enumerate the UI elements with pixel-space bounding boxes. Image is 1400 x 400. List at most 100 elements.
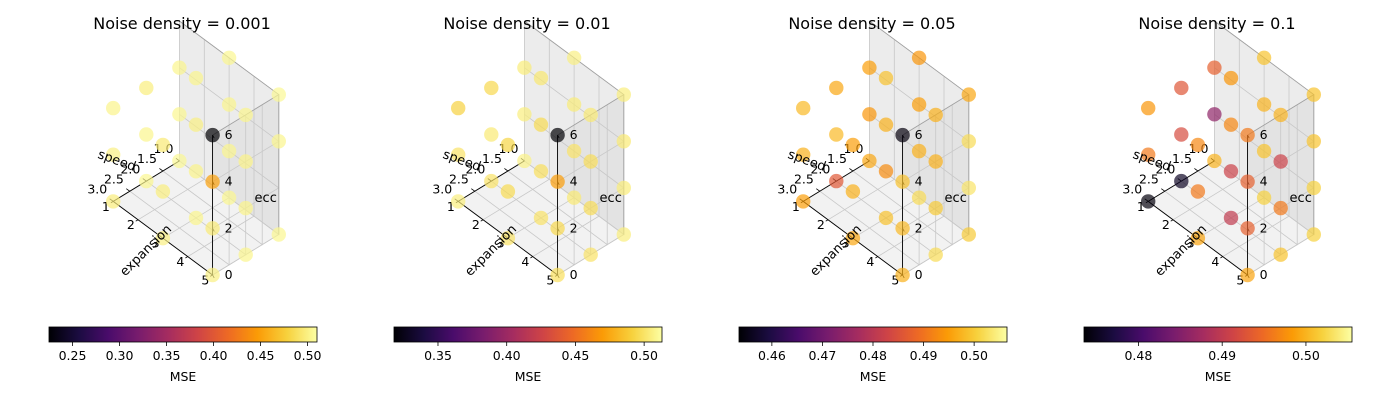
data-point xyxy=(829,173,844,189)
data-point xyxy=(451,194,466,209)
colorbar-tick-label: 0.50 xyxy=(294,348,322,363)
x-tick-label: 3.0 xyxy=(87,182,107,197)
data-point xyxy=(796,147,811,162)
y-tick-label: 4 xyxy=(1211,254,1219,269)
z-axis-label: ecc xyxy=(600,191,622,206)
y-tick xyxy=(1220,256,1223,259)
data-point xyxy=(550,221,565,236)
data-point xyxy=(928,247,943,262)
y-tick-label: 1 xyxy=(102,199,110,214)
x-tick-label: 3.0 xyxy=(1122,182,1142,197)
colorbar-tick-label: 0.40 xyxy=(493,348,521,363)
data-point xyxy=(1306,87,1322,102)
colorbar-tick-label: 0.50 xyxy=(630,348,658,363)
colorbar-tick-label: 0.35 xyxy=(153,348,181,363)
data-point xyxy=(928,107,943,123)
data-point xyxy=(533,210,549,226)
data-point xyxy=(1174,127,1189,142)
data-point xyxy=(1207,107,1222,122)
colorbar-gradient xyxy=(393,326,663,343)
data-point xyxy=(911,143,927,159)
z-tick-label: 6 xyxy=(570,127,578,142)
colorbar: 0.48 0.49 0.50 xyxy=(1083,326,1353,363)
data-points xyxy=(451,50,631,283)
data-point xyxy=(172,153,187,169)
colorbar: 0.25 0.30 0.35 0.40 0.45 0.50 xyxy=(48,326,322,363)
data-point xyxy=(1273,200,1288,216)
data-point xyxy=(1306,227,1322,242)
data-point xyxy=(188,164,204,179)
z-tick-label: 4 xyxy=(915,174,923,189)
x-tick-label: 3.0 xyxy=(432,182,452,197)
data-point xyxy=(1256,143,1272,159)
data-point xyxy=(1174,80,1189,96)
colorbar: 0.46 0.47 0.48 0.49 0.50 xyxy=(738,326,1008,363)
data-point xyxy=(566,143,582,159)
data-point xyxy=(238,247,253,262)
x-tick-label: 3.0 xyxy=(777,182,797,197)
y-tick-label: 1 xyxy=(792,199,800,214)
data-point xyxy=(583,247,598,262)
data-point xyxy=(911,97,927,112)
data-point xyxy=(1223,117,1239,132)
data-point xyxy=(172,107,187,122)
data-point xyxy=(1141,147,1156,162)
data-point xyxy=(895,221,910,236)
data-point xyxy=(616,134,631,149)
data-point xyxy=(1190,231,1206,246)
data-point xyxy=(878,117,894,132)
y-tick xyxy=(1170,219,1174,222)
data-point xyxy=(205,127,220,143)
x-tick-label: 2.5 xyxy=(104,172,124,187)
data-point xyxy=(221,50,237,65)
x-tick xyxy=(816,188,820,192)
data-point xyxy=(139,80,154,96)
data-point xyxy=(1174,173,1189,189)
colorbar-tick-label: 0.47 xyxy=(808,348,836,363)
data-point xyxy=(221,190,237,205)
x-tick-label: 2.0 xyxy=(810,161,830,176)
data-point xyxy=(616,87,631,102)
data-point xyxy=(928,200,943,216)
colorbar-gradient xyxy=(48,326,318,343)
x-tick-label: 2.5 xyxy=(449,172,469,187)
colorbar-tick-label: 0.30 xyxy=(106,348,134,363)
data-point xyxy=(139,173,154,189)
data-point xyxy=(566,50,582,65)
data-point xyxy=(106,100,121,116)
data-point xyxy=(550,174,565,189)
z-tick-label: 0 xyxy=(915,267,923,282)
colorbar-tick-label: 0.45 xyxy=(561,348,589,363)
data-point xyxy=(500,231,516,246)
data-point xyxy=(517,153,532,169)
z-axis-label: ecc xyxy=(1290,191,1312,206)
y-tick xyxy=(480,219,484,222)
data-point xyxy=(484,80,499,96)
data-point xyxy=(845,231,861,246)
panel-title: Noise density = 0.1 xyxy=(1138,14,1295,33)
data-point xyxy=(583,107,598,123)
colorbar-tick-label: 0.25 xyxy=(59,348,87,363)
y-tick-label: 4 xyxy=(176,254,184,269)
z-tick-label: 2 xyxy=(1260,220,1268,235)
data-point xyxy=(451,147,466,162)
data-point xyxy=(238,200,253,216)
colorbar: 0.35 0.40 0.45 0.50 xyxy=(393,326,663,363)
x-tick-label: 1.5 xyxy=(827,151,847,166)
y-tick-label: 5 xyxy=(201,272,209,287)
y-tick-label: 3 xyxy=(842,236,850,251)
data-point xyxy=(1256,97,1272,112)
y-tick xyxy=(875,256,878,259)
data-point xyxy=(155,231,171,246)
z-tick-label: 4 xyxy=(1260,174,1268,189)
x-tick-label: 2.5 xyxy=(794,172,814,187)
z-tick-label: 6 xyxy=(915,127,923,142)
data-point xyxy=(271,227,286,242)
colorbar-tick-label: 0.35 xyxy=(424,348,452,363)
x-tick xyxy=(504,168,509,172)
data-point xyxy=(221,143,237,159)
